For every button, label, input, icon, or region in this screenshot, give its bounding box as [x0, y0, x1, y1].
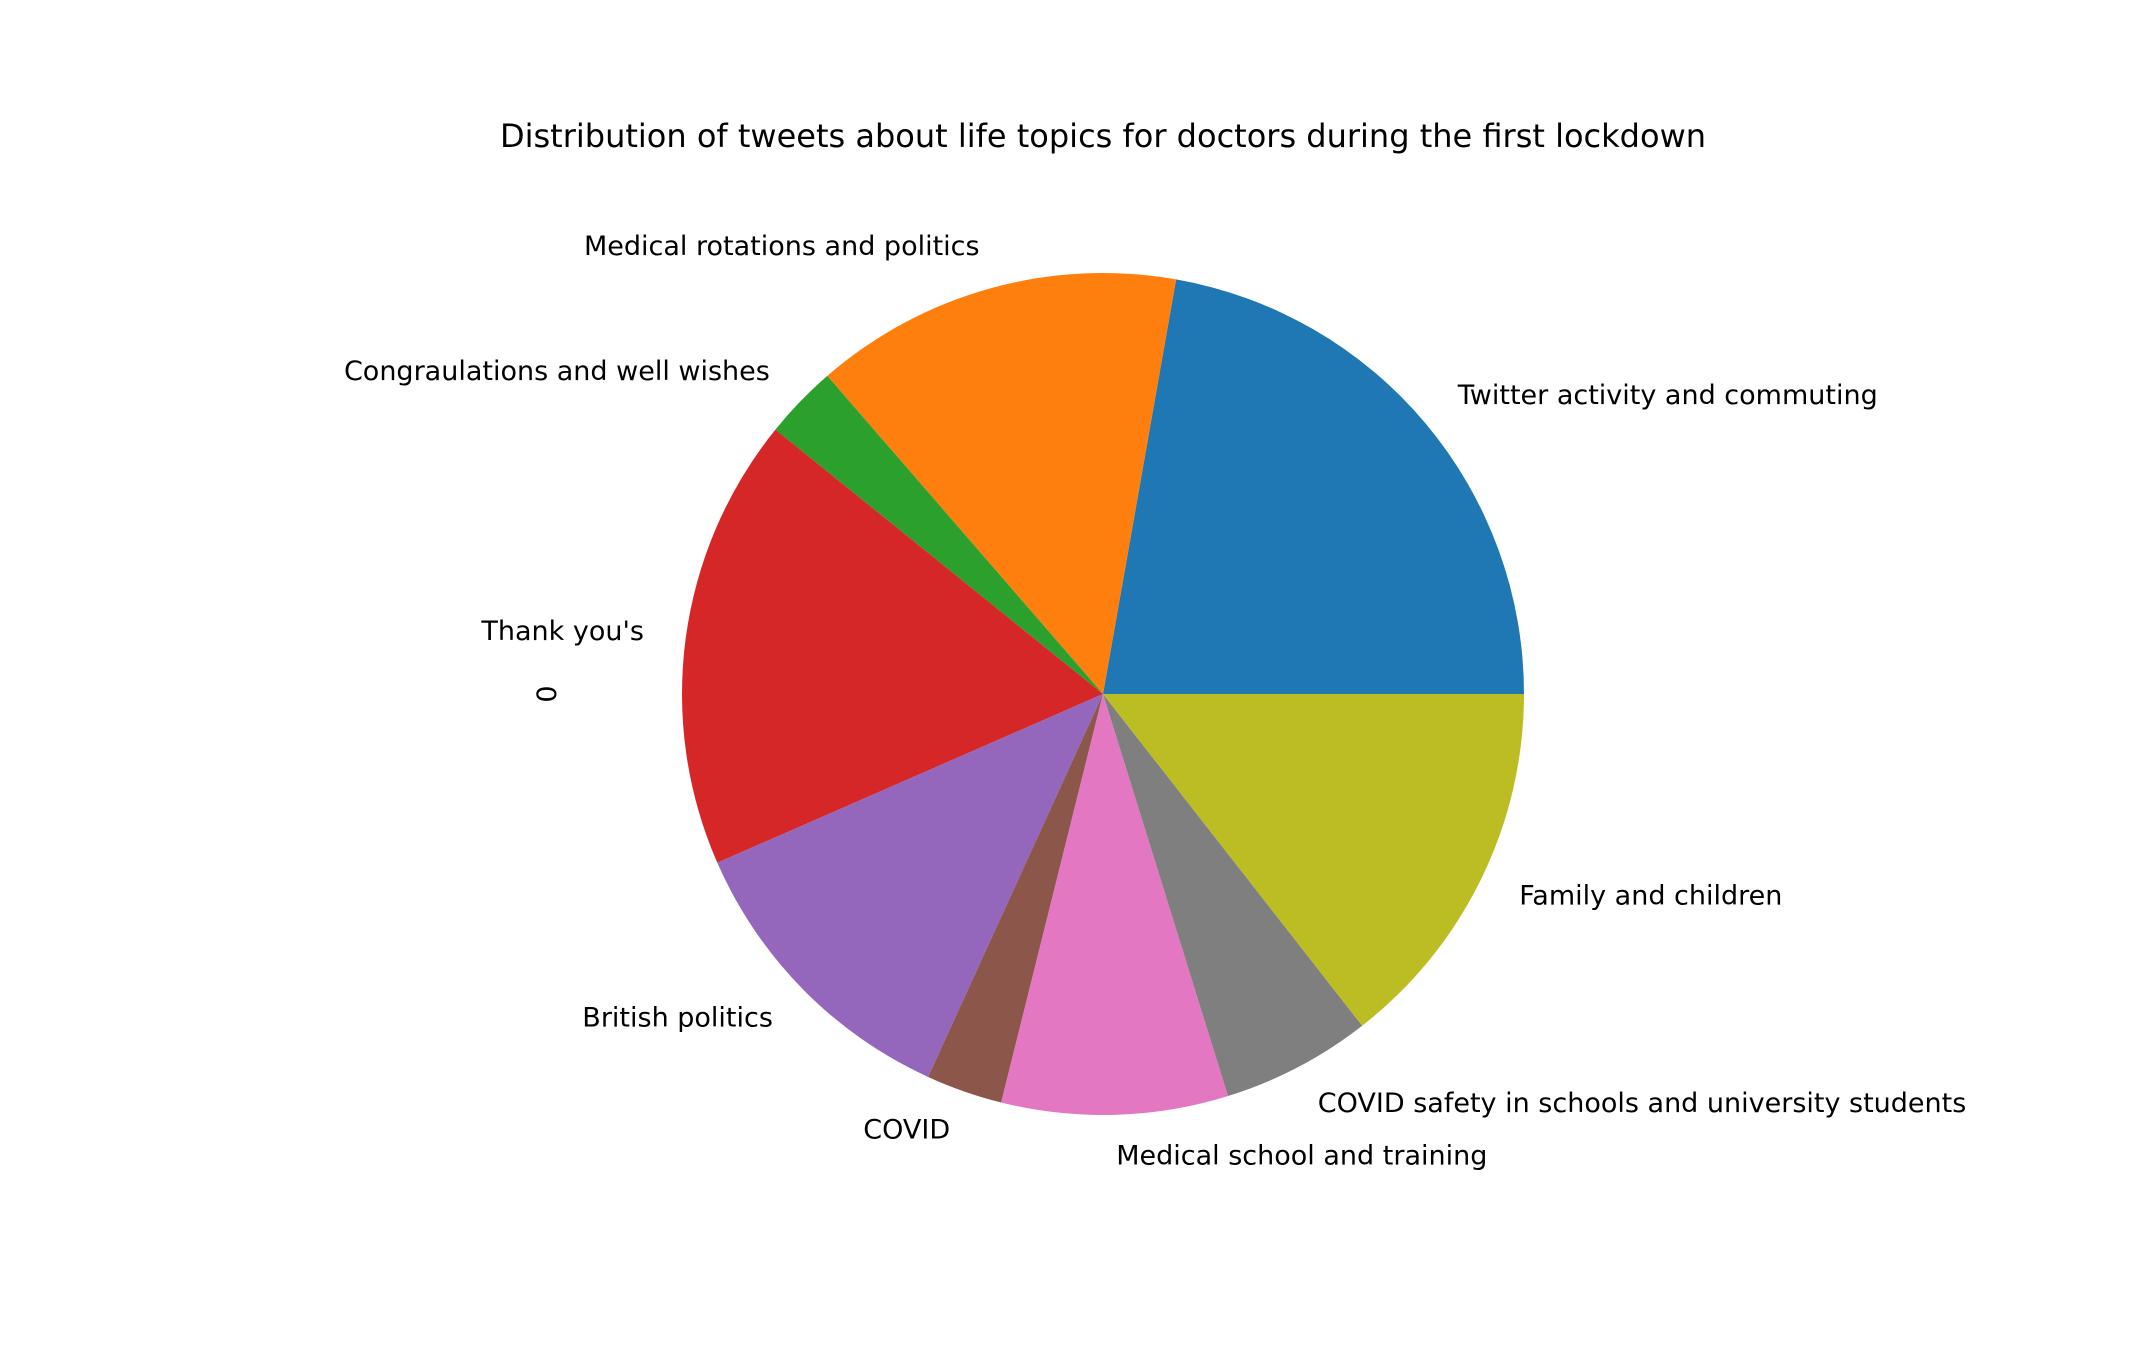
pie-slice [1001, 694, 1228, 1115]
pie-slice [682, 429, 1103, 863]
pie-slice [1103, 694, 1363, 1097]
pie-slice-label: Medical school and training [1116, 1140, 1487, 1171]
pie-slice-label: Medical rotations and politics [584, 231, 980, 262]
pie-slice-label: Family and children [1519, 881, 1782, 912]
pie-slice-labels: Twitter activity and commuting Medical ro… [344, 231, 1966, 1171]
pie-slice [1103, 279, 1524, 694]
pie-slice [1103, 694, 1524, 1026]
pie-slice-label: COVID safety in schools and university s… [1318, 1088, 1967, 1119]
pie-slice [775, 375, 1103, 694]
pie-slices [682, 273, 1524, 1115]
chart-title: Distribution of tweets about life topics… [500, 117, 1706, 155]
pie-slice [827, 273, 1177, 694]
y-axis-label: 0 [532, 685, 563, 702]
pie-slice-label: COVID [863, 1115, 950, 1146]
pie-slice-label: Congraulations and well wishes [344, 356, 770, 387]
pie-slice [928, 694, 1103, 1103]
pie-slice-label: British politics [582, 1002, 773, 1033]
pie-slice-label: Twitter activity and commuting [1457, 380, 1878, 411]
pie-slice-label: Thank you's [480, 616, 644, 647]
pie-slice [717, 694, 1103, 1077]
